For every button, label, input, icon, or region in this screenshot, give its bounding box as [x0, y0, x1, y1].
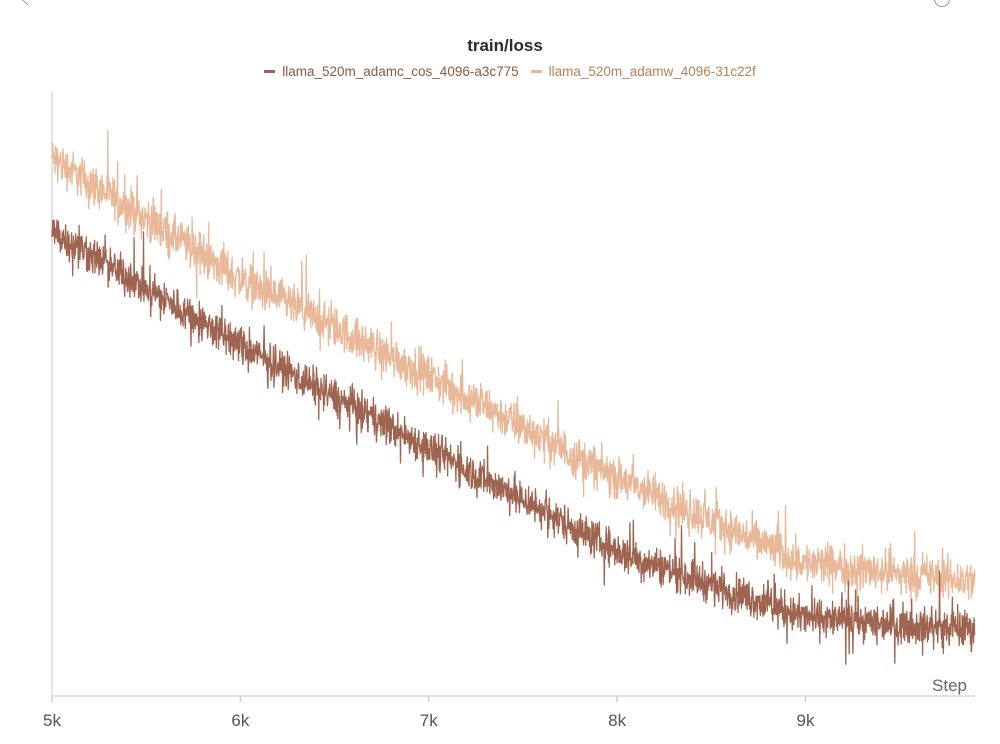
x-tick-label-6k: 6k — [231, 711, 249, 730]
legend-swatch-adamw — [530, 70, 542, 73]
x-axis-label: Step — [932, 676, 967, 695]
x-tick-label-7k: 7k — [420, 711, 438, 730]
x-tick-label-8k: 8k — [608, 711, 626, 730]
legend-swatch-adamc — [264, 70, 276, 73]
legend-label-adamw: llama_520m_adamw_4096-31c22f — [548, 64, 756, 79]
legend-label-adamc: llama_520m_adamc_cos_4096-a3c775 — [282, 64, 519, 79]
legend-item-adamw[interactable]: llama_520m_adamw_4096-31c22f — [530, 64, 756, 79]
series-line-adamc — [51, 219, 976, 665]
chart-title: train/loss — [467, 36, 543, 55]
x-tick-label-9k: 9k — [796, 711, 814, 730]
x-tick-label-5k: 5k — [43, 711, 61, 730]
legend-item-adamc[interactable]: llama_520m_adamc_cos_4096-a3c775 — [264, 64, 519, 79]
series-line-adamw — [51, 129, 976, 606]
legend: llama_520m_adamc_cos_4096-a3c775 llama_5… — [0, 64, 1000, 79]
